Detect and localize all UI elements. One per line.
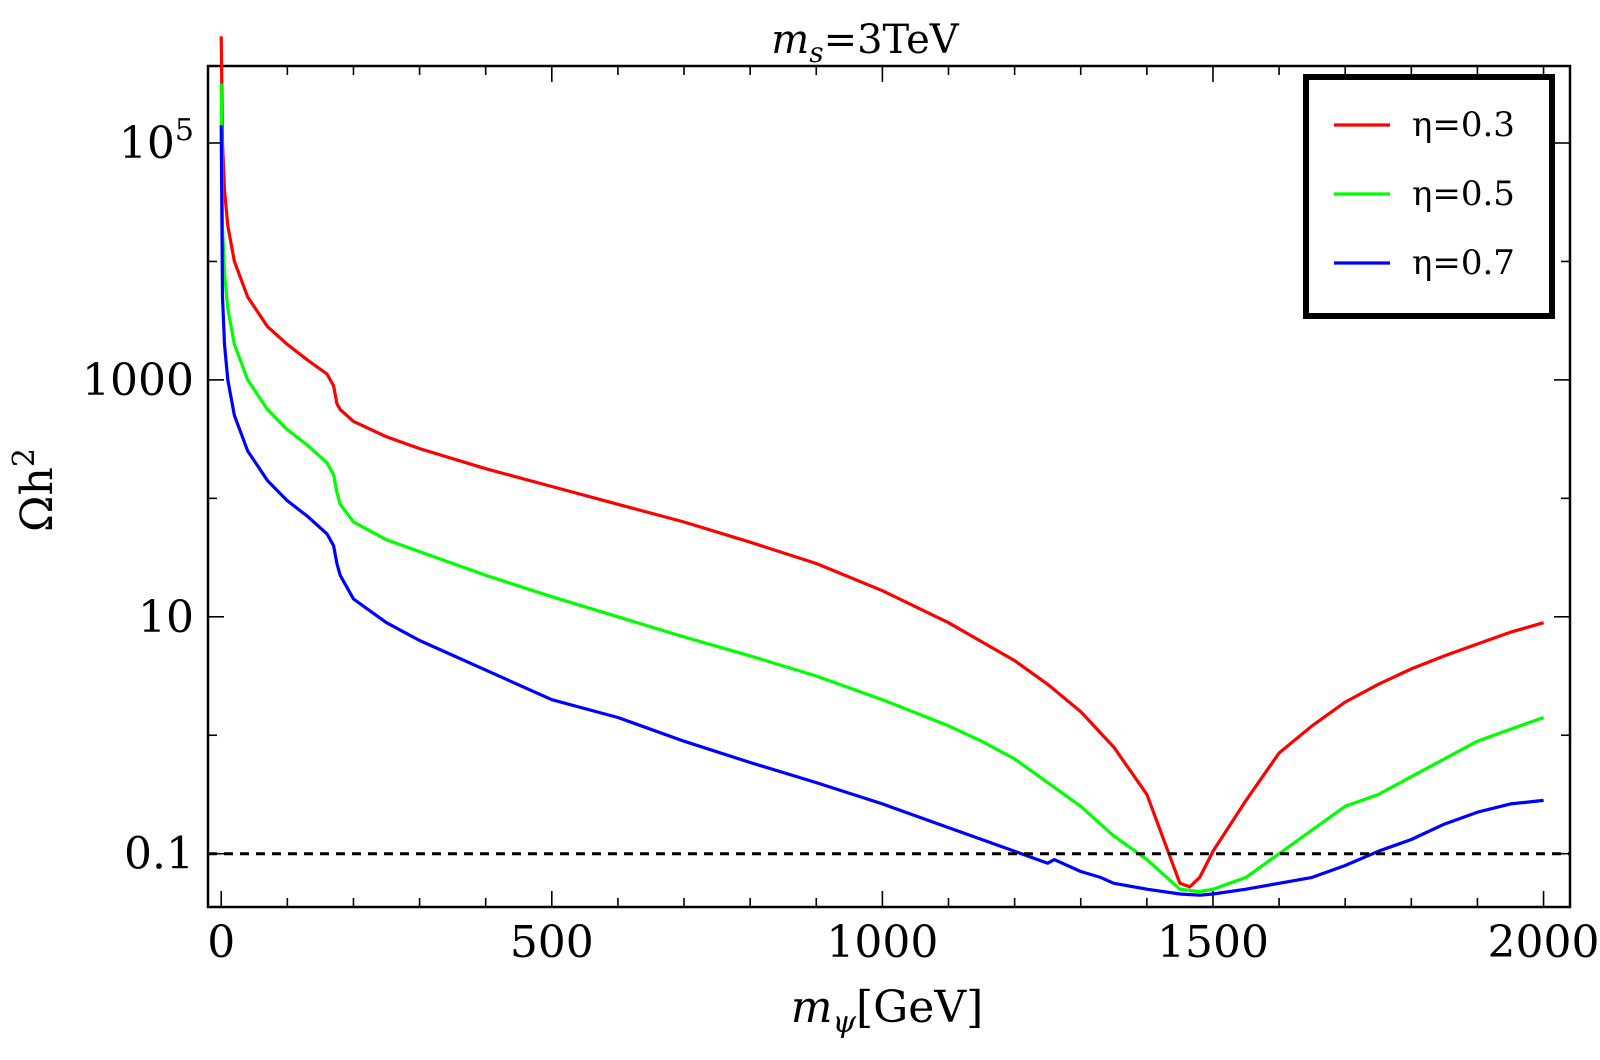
- y-axis-label: Ωh2: [7, 448, 63, 532]
- legend-label-1: η=0.3: [1412, 105, 1515, 145]
- x-tick-label: 2000: [1488, 917, 1600, 968]
- series-line-2: [219, 83, 1545, 894]
- ylabel-main: Ωh: [12, 467, 63, 532]
- chart-title: ms=3TeV: [771, 17, 960, 69]
- series-line-1: [219, 36, 1545, 889]
- y-tick-label-sup: 5: [175, 113, 194, 148]
- legend-label-2: η=0.5: [1412, 174, 1515, 214]
- x-tick-label: 1500: [1157, 917, 1269, 968]
- ylabel-sup: 2: [7, 448, 42, 467]
- x-tick-label: 1000: [826, 917, 938, 968]
- x-tick-label: 500: [510, 917, 594, 968]
- x-tick-label: 0: [207, 917, 235, 968]
- y-tick-label-text: 10: [119, 118, 175, 169]
- y-tick-label-text: 0.1: [124, 829, 194, 880]
- legend-label-3: η=0.7: [1412, 243, 1515, 283]
- title-sub: s: [809, 36, 823, 69]
- y-tick-label: 0.1: [124, 829, 194, 880]
- title-main: m: [771, 17, 809, 63]
- x-ticks: 0 500 1000 1500 2000: [207, 66, 1600, 968]
- y-tick-label: 105: [119, 113, 194, 169]
- legend-items: η=0.3 η=0.5 η=0.7: [1334, 105, 1515, 283]
- legend-box: [1303, 74, 1555, 319]
- title-rest: =3TeV: [824, 17, 960, 63]
- y-tick-label-text: 1000: [82, 355, 194, 406]
- plot-frame: [206, 64, 1572, 909]
- xlabel-main: m: [791, 982, 833, 1033]
- xlabel-rest: [GeV]: [856, 982, 983, 1033]
- series-line-3: [219, 125, 1544, 897]
- legend: η=0.3 η=0.5 η=0.7: [1303, 74, 1555, 319]
- series-layer: [219, 36, 1545, 897]
- y-tick-label: 1000: [82, 355, 194, 406]
- x-axis-label: mψ[GeV]: [791, 982, 984, 1040]
- y-tick-label: 10: [138, 592, 194, 643]
- xlabel-sub: ψ: [832, 1005, 856, 1040]
- y-tick-label-text: 10: [138, 592, 194, 643]
